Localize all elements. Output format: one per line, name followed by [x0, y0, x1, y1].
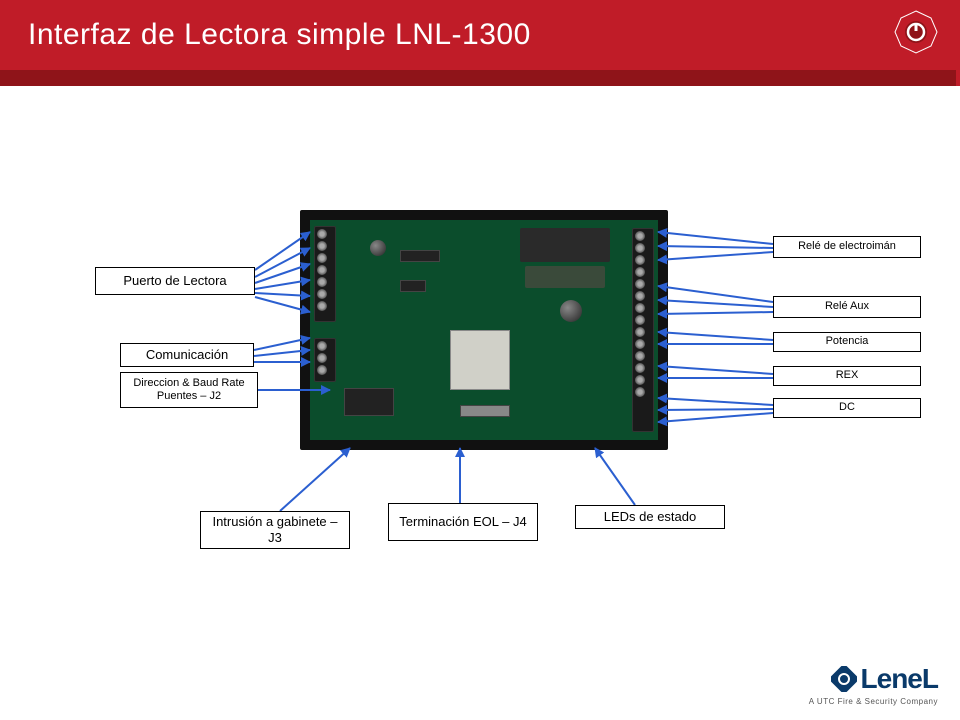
label-puerto-lectora: Puerto de Lectora: [95, 267, 255, 295]
page-title: Interfaz de Lectora simple LNL-1300: [28, 18, 531, 52]
header: Interfaz de Lectora simple LNL-1300: [0, 0, 960, 92]
footer-logo: LeneL: [831, 663, 938, 695]
accent-bar: [0, 70, 960, 86]
label-leds-estado: LEDs de estado: [575, 505, 725, 529]
lenel-mark-icon: [831, 666, 857, 692]
label-dc: DC: [773, 398, 921, 418]
brand-badge-icon: [894, 10, 938, 54]
label-terminacion-eol: Terminación EOL – J4: [388, 503, 538, 541]
label-rex: REX: [773, 366, 921, 386]
label-intrusion-gabinete: Intrusión a gabinete – J3: [200, 511, 350, 549]
footer-subtext: A UTC Fire & Security Company: [809, 697, 938, 706]
label-comunicacion: Comunicación: [120, 343, 254, 367]
label-potencia: Potencia: [773, 332, 921, 352]
slide: Interfaz de Lectora simple LNL-1300: [0, 0, 960, 720]
label-direccion-baud: Direccion & Baud Rate Puentes – J2: [120, 372, 258, 408]
footer: LeneL A UTC Fire & Security Company: [809, 663, 938, 706]
label-rele-aux: Relé Aux: [773, 296, 921, 318]
label-rele-electroiman: Relé de electroimán: [773, 236, 921, 258]
pcb-board: [300, 210, 668, 450]
footer-brand-text: LeneL: [861, 663, 938, 695]
title-bar: Interfaz de Lectora simple LNL-1300: [0, 0, 960, 70]
